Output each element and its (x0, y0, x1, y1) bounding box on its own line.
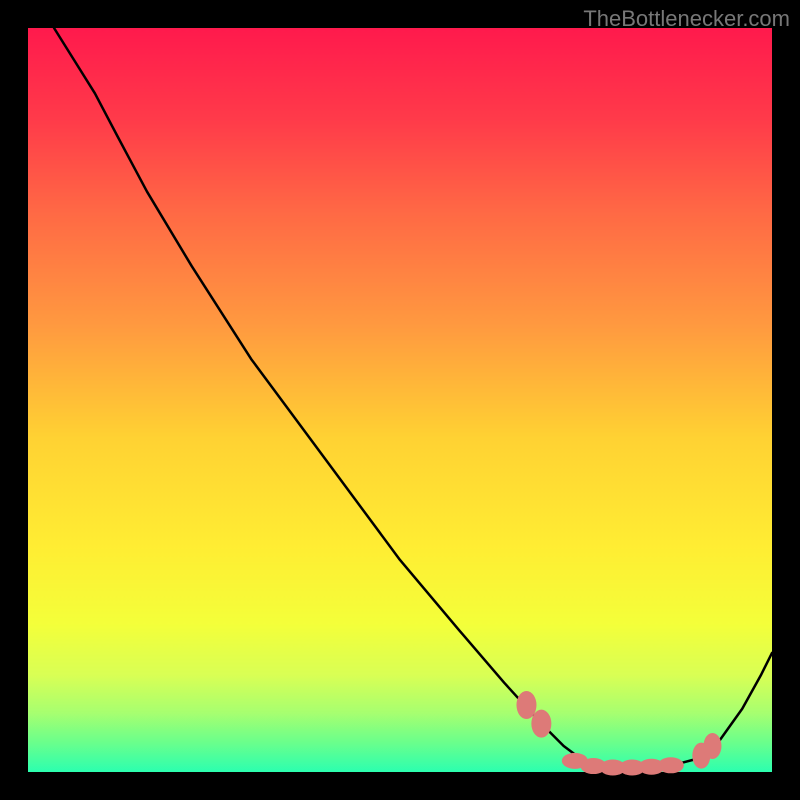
curve-marker (703, 733, 721, 759)
curve-marker (516, 691, 536, 719)
curve-layer (0, 0, 800, 800)
bottleneck-curve (54, 28, 772, 768)
chart-frame: TheBottlenecker.com (0, 0, 800, 800)
curve-marker (658, 757, 684, 773)
watermark-text: TheBottlenecker.com (583, 6, 790, 32)
curve-marker (531, 710, 551, 738)
